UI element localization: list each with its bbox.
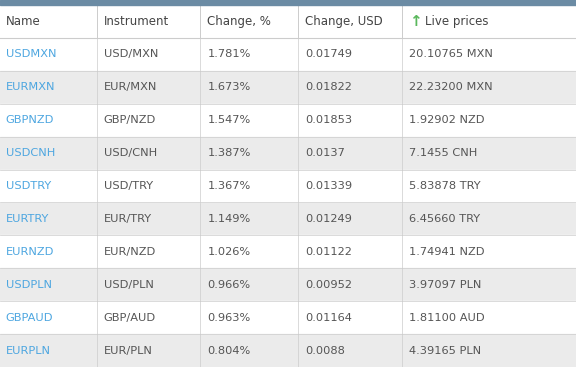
Text: 1.547%: 1.547% <box>207 115 251 125</box>
Text: EUR/MXN: EUR/MXN <box>104 82 157 92</box>
Text: GBPAUD: GBPAUD <box>6 313 53 323</box>
Bar <box>0 137 576 170</box>
Text: 1.026%: 1.026% <box>207 247 251 257</box>
Text: Change, %: Change, % <box>207 15 271 28</box>
Text: 3.97097 PLN: 3.97097 PLN <box>409 280 482 290</box>
Text: 6.45660 TRY: 6.45660 TRY <box>409 214 480 224</box>
Text: EURPLN: EURPLN <box>6 346 51 356</box>
Text: 0.01122: 0.01122 <box>305 247 352 257</box>
Bar <box>0 301 576 334</box>
Text: 0.01164: 0.01164 <box>305 313 352 323</box>
Text: Change, USD: Change, USD <box>305 15 383 28</box>
Text: EUR/TRY: EUR/TRY <box>104 214 152 224</box>
Text: 22.23200 MXN: 22.23200 MXN <box>409 82 492 92</box>
Text: USD/MXN: USD/MXN <box>104 50 158 59</box>
Text: Live prices: Live prices <box>425 15 488 28</box>
Text: 1.673%: 1.673% <box>207 82 251 92</box>
Text: 7.1455 CNH: 7.1455 CNH <box>409 148 478 158</box>
Text: 0.0137: 0.0137 <box>305 148 345 158</box>
Text: 0.804%: 0.804% <box>207 346 251 356</box>
Bar <box>0 71 576 104</box>
Bar <box>0 0 576 5</box>
Text: 0.01822: 0.01822 <box>305 82 352 92</box>
Text: 0.0088: 0.0088 <box>305 346 345 356</box>
Text: EUR/NZD: EUR/NZD <box>104 247 156 257</box>
Text: EUR/PLN: EUR/PLN <box>104 346 153 356</box>
Text: ↑: ↑ <box>409 14 422 29</box>
Bar <box>0 334 576 367</box>
Text: 1.149%: 1.149% <box>207 214 251 224</box>
Text: 1.387%: 1.387% <box>207 148 251 158</box>
Text: USDCNH: USDCNH <box>6 148 55 158</box>
Text: GBP/AUD: GBP/AUD <box>104 313 156 323</box>
Text: 4.39165 PLN: 4.39165 PLN <box>409 346 481 356</box>
Bar <box>0 5 576 38</box>
Text: USD/TRY: USD/TRY <box>104 181 153 191</box>
Text: 20.10765 MXN: 20.10765 MXN <box>409 50 493 59</box>
Text: Name: Name <box>6 15 40 28</box>
Bar <box>0 203 576 235</box>
Text: 0.01853: 0.01853 <box>305 115 353 125</box>
Text: EURMXN: EURMXN <box>6 82 55 92</box>
Text: GBPNZD: GBPNZD <box>6 115 54 125</box>
Text: 1.74941 NZD: 1.74941 NZD <box>409 247 484 257</box>
Bar <box>0 268 576 301</box>
Text: 0.963%: 0.963% <box>207 313 251 323</box>
Text: USDTRY: USDTRY <box>6 181 51 191</box>
Text: USD/PLN: USD/PLN <box>104 280 154 290</box>
Text: 0.01749: 0.01749 <box>305 50 353 59</box>
Text: 1.92902 NZD: 1.92902 NZD <box>409 115 484 125</box>
Text: EURTRY: EURTRY <box>6 214 49 224</box>
Text: GBP/NZD: GBP/NZD <box>104 115 156 125</box>
Text: USDPLN: USDPLN <box>6 280 52 290</box>
Text: USDMXN: USDMXN <box>6 50 56 59</box>
Text: USD/CNH: USD/CNH <box>104 148 157 158</box>
Text: 1.781%: 1.781% <box>207 50 251 59</box>
Text: 1.81100 AUD: 1.81100 AUD <box>409 313 484 323</box>
Bar <box>0 235 576 268</box>
Text: EURNZD: EURNZD <box>6 247 54 257</box>
Text: 0.01339: 0.01339 <box>305 181 353 191</box>
Text: Instrument: Instrument <box>104 15 169 28</box>
Bar <box>0 104 576 137</box>
Text: 0.966%: 0.966% <box>207 280 251 290</box>
Bar <box>0 38 576 71</box>
Text: 0.01249: 0.01249 <box>305 214 352 224</box>
Text: 1.367%: 1.367% <box>207 181 251 191</box>
Text: 0.00952: 0.00952 <box>305 280 353 290</box>
Text: 5.83878 TRY: 5.83878 TRY <box>409 181 480 191</box>
Bar <box>0 170 576 203</box>
